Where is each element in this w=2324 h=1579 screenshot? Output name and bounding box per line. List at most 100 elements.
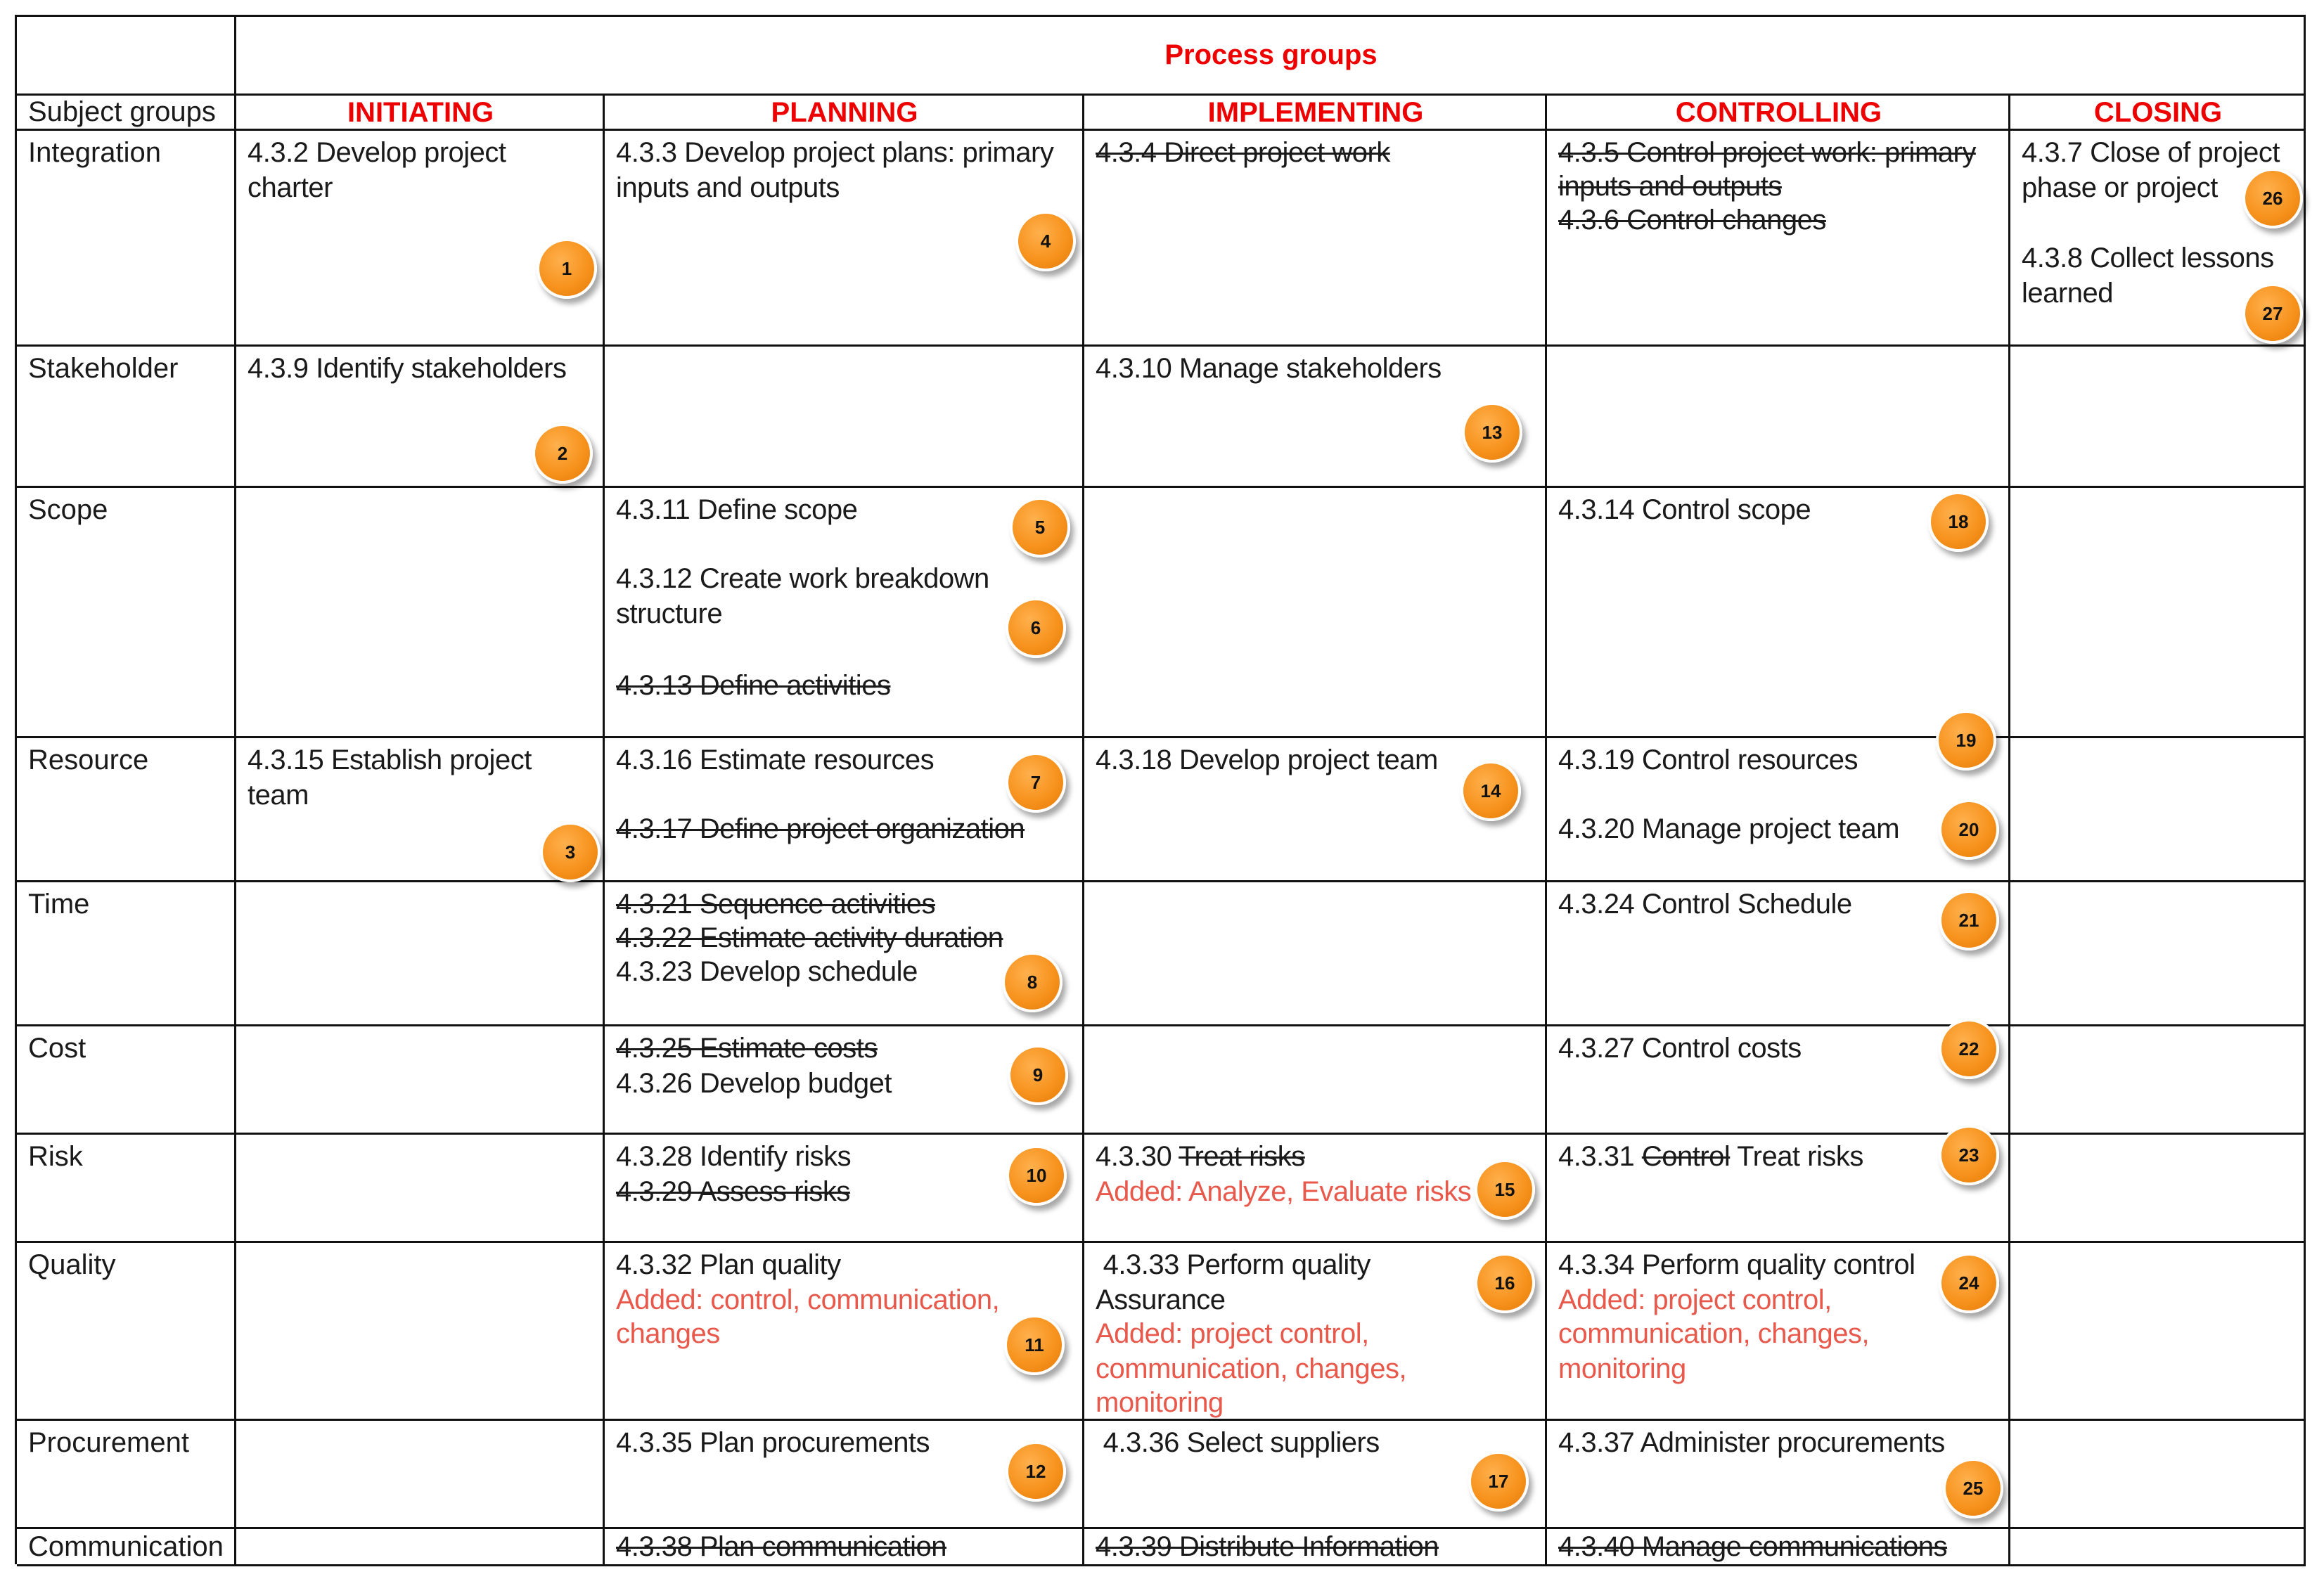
- process-item: 4.3.2 Develop project: [248, 137, 506, 168]
- process-item: 4.3.26 Develop budget: [616, 1068, 892, 1099]
- cell-resource-planning: 4.3.16 Estimate resources 4.3.17 Define …: [605, 738, 1084, 882]
- process-item: 4.3.31 Control Treat risks: [1558, 1139, 1863, 1174]
- cell-risk-closing: [2010, 1135, 2306, 1243]
- step-badge: 22: [1939, 1019, 1999, 1079]
- process-item: 4.3.37 Administer procurements: [1558, 1427, 1945, 1458]
- row-label-text: Procurement: [28, 1427, 189, 1458]
- cell-stakeholder-planning: [605, 347, 1084, 488]
- cell-quality-controlling: 4.3.34 Perform quality control Added: pr…: [1547, 1243, 2010, 1421]
- process-item: 4.3.11 Define scope: [616, 494, 858, 525]
- row-label-text: Cost: [28, 1033, 86, 1064]
- cell-cost-initiating: [236, 1026, 605, 1135]
- cell-resource-initiating: 4.3.15 Establish project team: [236, 738, 605, 882]
- row-label-procurement: Procurement: [17, 1421, 236, 1529]
- row-label-text: Risk: [28, 1141, 83, 1172]
- process-item: Assurance: [1096, 1284, 1226, 1315]
- process-number: 4.3.30: [1096, 1141, 1179, 1172]
- cell-scope-implementing: [1084, 488, 1547, 738]
- cell-time-planning: 4.3.21 Sequence activities 4.3.22 Estima…: [605, 882, 1084, 1026]
- process-item: inputs and outputs: [616, 172, 840, 203]
- cell-time-initiating: [236, 882, 605, 1026]
- cell-communication-implementing: 4.3.39 Distribute Information: [1084, 1529, 1547, 1566]
- step-badge: 7: [1006, 752, 1066, 813]
- process-item: learned: [2022, 278, 2113, 309]
- process-item-removed: 4.3.25 Estimate costs: [616, 1033, 878, 1064]
- process-item: 4.3.10 Manage stakeholders: [1096, 353, 1442, 384]
- step-badge: 26: [2242, 168, 2303, 228]
- row-label-scope: Scope: [17, 488, 236, 738]
- cell-integration-implementing: 4.3.4 Direct project work: [1084, 131, 1547, 347]
- cell-cost-closing: [2010, 1026, 2306, 1135]
- process-item: 4.3.35 Plan procurements: [616, 1427, 930, 1458]
- cell-stakeholder-controlling: [1547, 347, 2010, 488]
- row-label-text: Resource: [28, 745, 149, 775]
- cell-risk-controlling: 4.3.31 Control Treat risks: [1547, 1135, 2010, 1243]
- col-header-implementing: IMPLEMENTING: [1084, 96, 1547, 131]
- cell-scope-controlling: 4.3.14 Control scope: [1547, 488, 2010, 738]
- cell-resource-implementing: 4.3.18 Develop project team: [1084, 738, 1547, 882]
- cell-procurement-controlling: 4.3.37 Administer procurements: [1547, 1421, 2010, 1529]
- col-header-closing: CLOSING: [2010, 96, 2306, 131]
- process-item: 4.3.12 Create work breakdown: [616, 563, 989, 594]
- cell-stakeholder-closing: [2010, 347, 2306, 488]
- step-badge: 25: [1943, 1458, 2003, 1519]
- step-badge: 8: [1002, 952, 1063, 1012]
- step-badge: 27: [2242, 283, 2303, 344]
- step-badge: 21: [1939, 890, 1999, 950]
- added-note: Added: control, communication,: [616, 1284, 1000, 1315]
- process-item-removed: 4.3.40 Manage communications: [1558, 1531, 1948, 1562]
- process-item: phase or project: [2022, 172, 2218, 203]
- cell-scope-closing: [2010, 488, 2306, 738]
- step-badge: 17: [1468, 1451, 1529, 1512]
- process-item: 4.3.15 Establish project: [248, 745, 532, 775]
- step-badge: 18: [1928, 491, 1989, 552]
- cell-procurement-planning: 4.3.35 Plan procurements: [605, 1421, 1084, 1529]
- row-label-risk: Risk: [17, 1135, 236, 1243]
- step-badge: 11: [1004, 1315, 1065, 1375]
- cell-cost-controlling: 4.3.27 Control costs: [1547, 1026, 2010, 1135]
- corner-cell: [17, 17, 236, 96]
- process-text: Treat risks: [1730, 1141, 1863, 1172]
- row-label-text: Communication: [28, 1531, 224, 1562]
- process-item: 4.3.9 Identify stakeholders: [248, 353, 567, 384]
- row-label-text: Time: [28, 889, 90, 920]
- cell-cost-planning: 4.3.25 Estimate costs 4.3.26 Develop bud…: [605, 1026, 1084, 1135]
- process-groups-header: Process groups: [236, 17, 2306, 96]
- cell-quality-implementing: 4.3.33 Perform quality Assurance Added: …: [1084, 1243, 1547, 1421]
- added-note: Added: project control,: [1558, 1284, 1832, 1315]
- step-badge: 4: [1015, 211, 1076, 271]
- removed-text: Treat risks: [1179, 1141, 1305, 1172]
- step-badge: 5: [1010, 497, 1070, 558]
- process-item-removed: 4.3.4 Direct project work: [1096, 137, 1390, 168]
- process-item: 4.3.16 Estimate resources: [616, 745, 935, 775]
- process-item: 4.3.34 Perform quality control: [1558, 1249, 1915, 1280]
- process-item: charter: [248, 172, 333, 203]
- col-title-controlling: CONTROLLING: [1675, 97, 1882, 128]
- added-note: changes: [616, 1318, 720, 1349]
- cell-communication-controlling: 4.3.40 Manage communications: [1547, 1529, 2010, 1566]
- cell-time-closing: [2010, 882, 2306, 1026]
- cell-procurement-implementing: 4.3.36 Select suppliers: [1084, 1421, 1547, 1529]
- row-label-time: Time: [17, 882, 236, 1026]
- step-badge: 6: [1006, 598, 1066, 658]
- col-title-implementing: IMPLEMENTING: [1207, 97, 1424, 128]
- process-item: 4.3.32 Plan quality: [616, 1249, 841, 1280]
- col-header-initiating: INITIATING: [236, 96, 605, 131]
- process-table: Process groups Subject groups INITIATING…: [15, 15, 2306, 1566]
- process-groups-title: Process groups: [1164, 39, 1378, 70]
- row-label-text: Stakeholder: [28, 353, 179, 384]
- cell-time-controlling: 4.3.24 Control Schedule: [1547, 882, 2010, 1026]
- step-badge: 12: [1006, 1441, 1066, 1502]
- row-label-cost: Cost: [17, 1026, 236, 1135]
- added-note: Added: project control,: [1096, 1318, 1369, 1349]
- process-item: 4.3.14 Control scope: [1558, 494, 1811, 525]
- process-item: 4.3.8 Collect lessons: [2022, 243, 2274, 273]
- added-note: communication, changes,: [1558, 1318, 1870, 1349]
- process-item-removed: 4.3.6 Control changes: [1558, 205, 1826, 236]
- row-label-text: Scope: [28, 494, 108, 525]
- cell-communication-closing: [2010, 1529, 2306, 1566]
- process-item: 4.3.36 Select suppliers: [1096, 1427, 1380, 1458]
- cell-stakeholder-implementing: 4.3.10 Manage stakeholders: [1084, 347, 1547, 488]
- process-item: 4.3.7 Close of project: [2022, 137, 2280, 168]
- row-label-communication: Communication: [17, 1529, 236, 1566]
